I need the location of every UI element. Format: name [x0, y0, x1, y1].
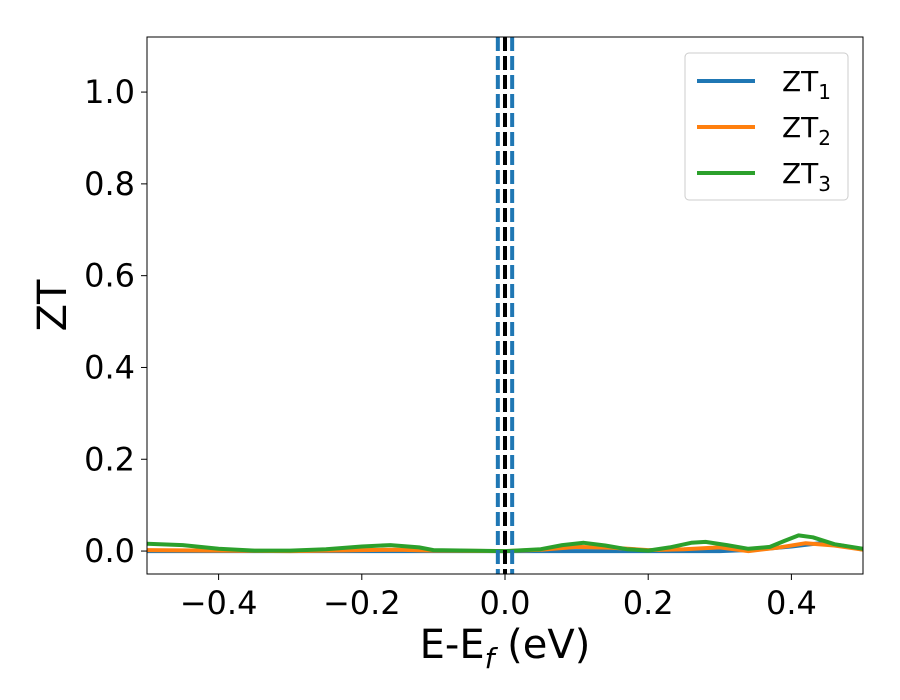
- legend-label-2: ZT2: [782, 111, 831, 150]
- y-tick-label: 0.0: [84, 532, 135, 570]
- x-tick-label: 0.2: [623, 584, 674, 622]
- y-axis: 0.0 0.2 0.4 0.6 0.8 1.0: [84, 73, 147, 570]
- y-tick-label: 0.4: [84, 348, 135, 386]
- legend-label-1: ZT1: [782, 65, 831, 104]
- x-tick-label: −0.2: [323, 584, 401, 622]
- y-tick-label: 0.6: [84, 257, 135, 295]
- x-axis: −0.4 −0.2 0.0 0.2 0.4: [180, 574, 817, 622]
- y-tick-label: 0.8: [84, 165, 135, 203]
- x-axis-label: E-Ef (eV): [420, 622, 591, 675]
- x-axis-label-base: E-E: [420, 622, 485, 668]
- legend-label-3: ZT3: [782, 157, 831, 196]
- x-tick-label: −0.4: [180, 584, 258, 622]
- x-tick-label: 0.4: [766, 584, 817, 622]
- series-line-2: [147, 541, 863, 554]
- x-tick-label: 0.0: [480, 584, 531, 622]
- y-axis-label: ZT: [30, 279, 76, 331]
- legend: ZT1 ZT2 ZT3: [684, 52, 849, 201]
- y-tick-label: 1.0: [84, 73, 135, 111]
- reference-lines: [495, 37, 515, 574]
- series-line-3: [147, 533, 863, 554]
- x-axis-label-suffix: (eV): [494, 622, 590, 668]
- legend-box: [684, 52, 849, 201]
- y-tick-label: 0.2: [84, 440, 135, 478]
- series-lines: [147, 533, 863, 554]
